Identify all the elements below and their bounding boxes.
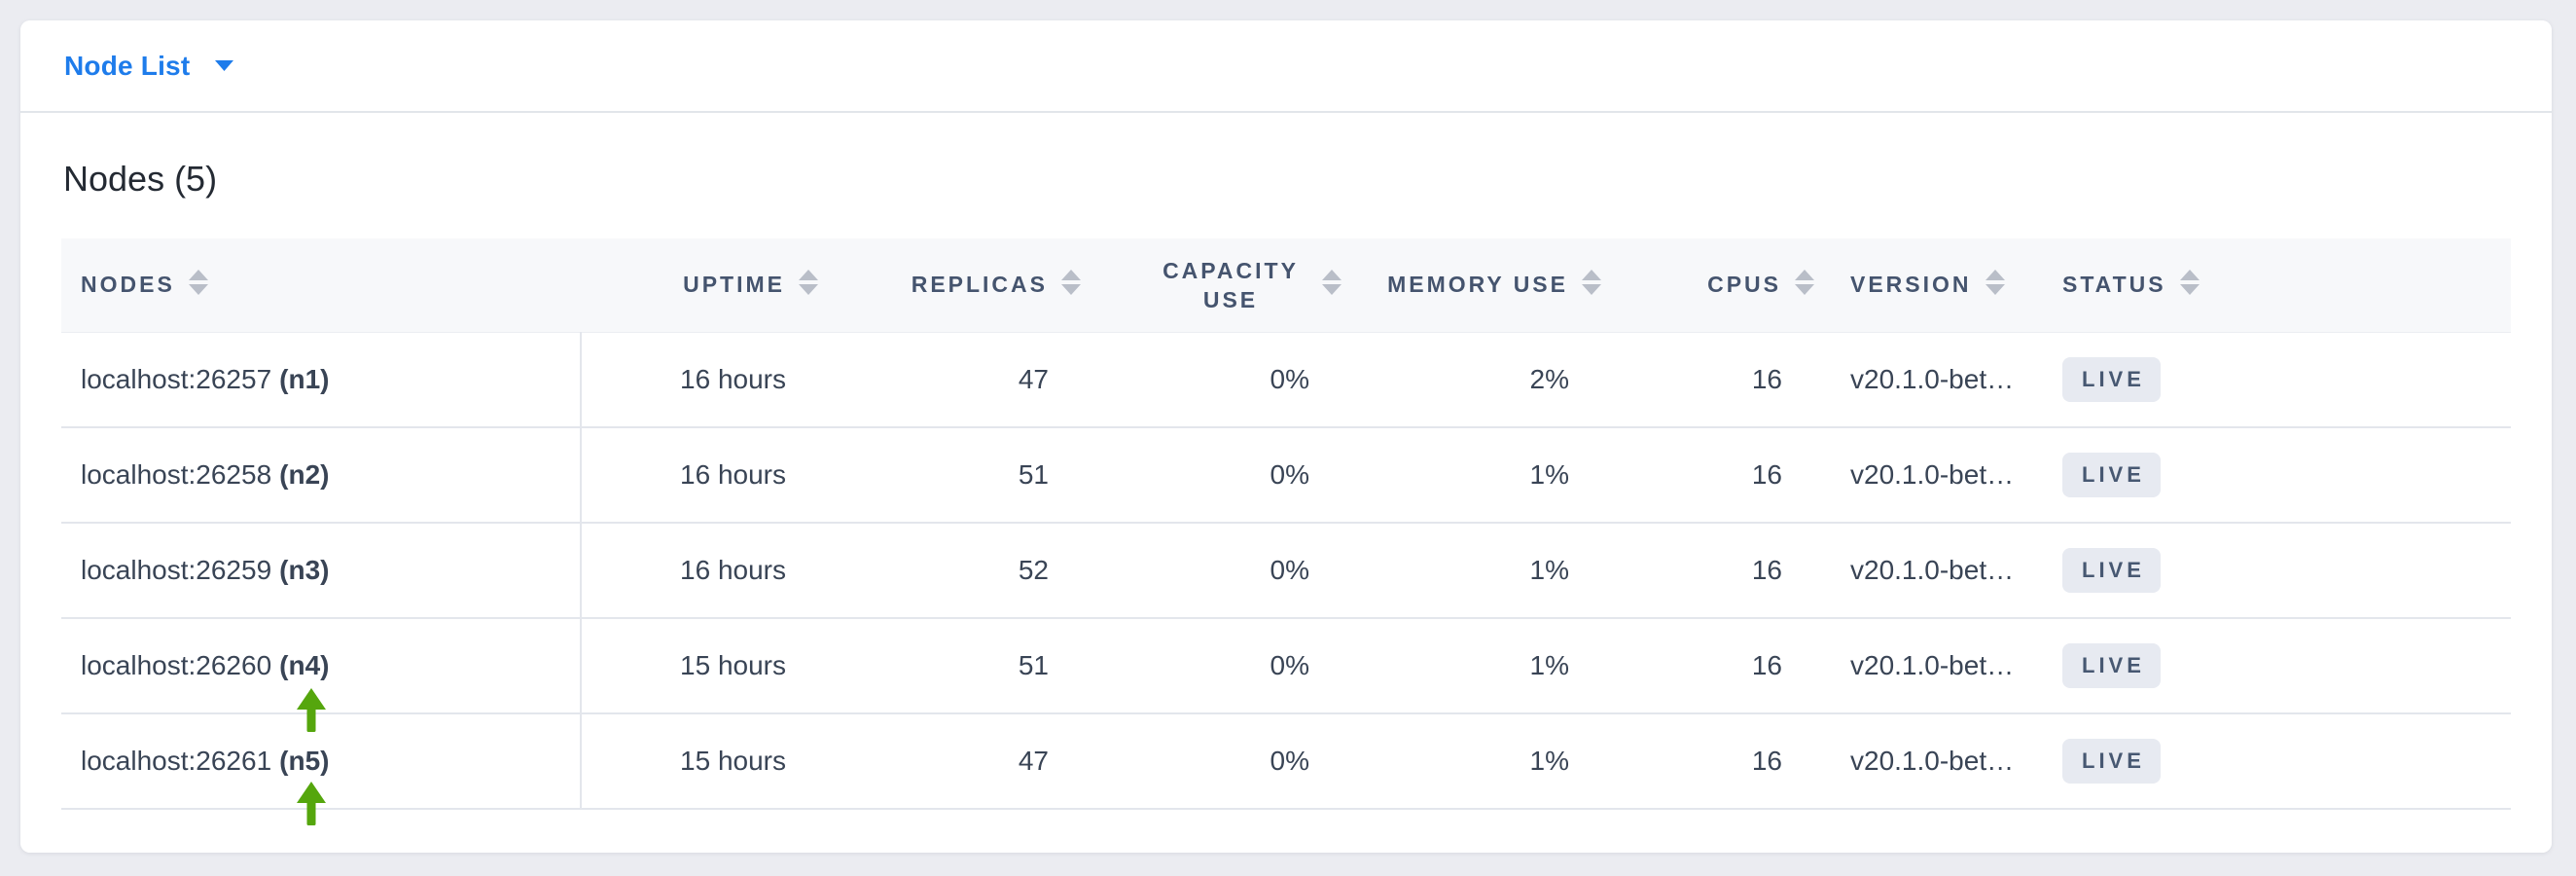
cpus-cell: 16: [1623, 713, 1836, 810]
node-list-dropdown[interactable]: Node List: [64, 50, 234, 82]
node-id: (n5): [279, 746, 330, 776]
version-cell: v20.1.0-bet…: [1836, 427, 2048, 524]
nodes-panel: Nodes (5) NODES UPTIME REPLICAS: [20, 113, 2552, 853]
node-id: (n4): [279, 650, 330, 680]
table-row: localhost:26259 (n3) 16 hours 52 0% 1% 16…: [61, 523, 2511, 619]
cpus-cell: 16: [1623, 332, 1836, 428]
node-address-cell: localhost:26259 (n3): [61, 523, 582, 619]
column-header-capacity-use[interactable]: CAPACITY USE: [1102, 238, 1363, 333]
version-cell: v20.1.0-bet…: [1836, 713, 2048, 810]
content-card: Node List Nodes (5) NODES UPTIME: [20, 20, 2552, 853]
chevron-down-icon: [215, 60, 234, 71]
status-cell: LIVE: [2048, 523, 2511, 619]
node-id: (n1): [279, 363, 330, 394]
node-address-cell: localhost:26258 (n2): [61, 427, 582, 524]
sort-icon: [1985, 268, 2006, 303]
status-cell: LIVE: [2048, 427, 2511, 524]
status-badge: LIVE: [2062, 453, 2161, 497]
status-badge: LIVE: [2062, 356, 2161, 402]
replicas-cell: 47: [840, 713, 1102, 810]
column-header-version[interactable]: VERSION: [1836, 238, 2048, 333]
status-cell: LIVE: [2048, 713, 2511, 810]
sort-icon: [1581, 268, 1602, 303]
column-header-memory-use[interactable]: MEMORY USE: [1363, 238, 1623, 333]
uptime-cell: 16 hours: [581, 427, 840, 524]
memory-use-cell: 1%: [1363, 427, 1623, 524]
node-address-cell: localhost:26260 (n4): [61, 618, 582, 732]
table-row: localhost:26261 (n5) 15 hours 47 0% 1% 16…: [61, 713, 2511, 825]
memory-use-cell: 2%: [1363, 332, 1623, 428]
column-header-cpus[interactable]: CPUS: [1623, 238, 1836, 333]
node-id: (n3): [279, 555, 330, 585]
table-row: localhost:26258 (n2) 16 hours 51 0% 1% 16…: [61, 427, 2511, 524]
uptime-cell: 16 hours: [581, 332, 840, 428]
uptime-cell: 15 hours: [581, 713, 840, 810]
status-badge: LIVE: [2062, 739, 2161, 784]
memory-use-cell: 1%: [1363, 523, 1623, 619]
sort-icon: [1060, 268, 1082, 303]
status-badge: LIVE: [2062, 548, 2161, 593]
node-address: localhost:26259: [81, 555, 272, 585]
replicas-cell: 52: [840, 523, 1102, 619]
cpus-cell: 16: [1623, 618, 1836, 714]
replicas-cell: 51: [840, 618, 1102, 714]
replicas-cell: 47: [840, 332, 1102, 428]
page-header: Node List: [20, 20, 2552, 113]
page-title: Nodes (5): [63, 159, 218, 199]
sort-icon: [188, 268, 209, 303]
sort-icon: [1794, 268, 1815, 303]
version-cell: v20.1.0-bet…: [1836, 332, 2048, 428]
memory-use-cell: 1%: [1363, 618, 1623, 714]
node-address-cell: localhost:26257 (n1): [61, 332, 582, 428]
capacity-use-cell: 0%: [1102, 332, 1363, 428]
column-header-nodes[interactable]: NODES: [61, 238, 581, 333]
memory-use-cell: 1%: [1363, 713, 1623, 810]
cpus-cell: 16: [1623, 523, 1836, 619]
uptime-cell: 15 hours: [581, 618, 840, 714]
column-header-replicas[interactable]: REPLICAS: [840, 238, 1102, 333]
capacity-use-cell: 0%: [1102, 427, 1363, 524]
replicas-cell: 51: [840, 427, 1102, 524]
node-id: (n2): [279, 459, 330, 490]
capacity-use-cell: 0%: [1102, 713, 1363, 810]
table-row: localhost:26257 (n1) 16 hours 47 0% 2% 16…: [61, 332, 2511, 428]
uptime-cell: 16 hours: [581, 523, 840, 619]
arrow-up-icon: [297, 782, 326, 826]
node-address-cell: localhost:26261 (n5): [61, 713, 582, 825]
node-address: localhost:26257: [81, 363, 272, 394]
status-badge: LIVE: [2062, 643, 2161, 688]
column-header-status[interactable]: STATUS: [2048, 238, 2511, 333]
version-cell: v20.1.0-bet…: [1836, 618, 2048, 714]
table-header-row: NODES UPTIME REPLICAS CAPACITY USE MEMOR…: [61, 238, 2511, 333]
sort-icon: [2179, 268, 2200, 303]
sort-icon: [1321, 268, 1342, 303]
cpus-cell: 16: [1623, 427, 1836, 524]
table-row: localhost:26260 (n4) 15 hours 51 0% 1% 16…: [61, 618, 2511, 732]
status-cell: LIVE: [2048, 618, 2511, 714]
version-cell: v20.1.0-bet…: [1836, 523, 2048, 619]
capacity-use-cell: 0%: [1102, 523, 1363, 619]
node-address: localhost:26260: [81, 650, 272, 680]
sort-icon: [798, 268, 819, 303]
nodes-table: NODES UPTIME REPLICAS CAPACITY USE MEMOR…: [61, 238, 2511, 825]
node-address: localhost:26261: [81, 746, 272, 776]
status-cell: LIVE: [2048, 332, 2511, 428]
capacity-use-cell: 0%: [1102, 618, 1363, 714]
node-list-dropdown-label: Node List: [64, 50, 191, 81]
column-header-uptime[interactable]: UPTIME: [581, 238, 840, 333]
node-address: localhost:26258: [81, 459, 272, 490]
